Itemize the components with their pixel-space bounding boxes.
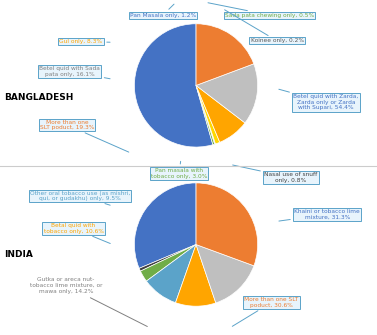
Text: Khaini or tobacco lime
mixture, 31.3%: Khaini or tobacco lime mixture, 31.3% <box>279 209 360 221</box>
Text: Sada pata chewing only, 0.5%: Sada pata chewing only, 0.5% <box>208 3 314 17</box>
Text: Betel quid with Zarda,
Zarda only or Zarda
with Supari, 54.4%: Betel quid with Zarda, Zarda only or Zar… <box>279 89 359 111</box>
Wedge shape <box>196 85 216 144</box>
Text: Koinee only, 0.2%: Koinee only, 0.2% <box>225 10 303 43</box>
Text: Betel quid with Sada
pata only, 16.1%: Betel quid with Sada pata only, 16.1% <box>39 66 110 79</box>
Wedge shape <box>139 245 196 271</box>
Text: More than one
SLT poduct, 19.3%: More than one SLT poduct, 19.3% <box>40 120 129 152</box>
Text: Pan Masala only, 1.2%: Pan Masala only, 1.2% <box>130 4 196 17</box>
Wedge shape <box>134 24 213 147</box>
Text: Nasal use of snuff
only, 0.8%: Nasal use of snuff only, 0.8% <box>233 165 318 183</box>
Text: Pan masala with
tobacco only, 3.0%: Pan masala with tobacco only, 3.0% <box>151 161 207 179</box>
Text: Gutka or areca nut-
tobacco lime mixture, or
mawa only, 14.2%: Gutka or areca nut- tobacco lime mixture… <box>30 277 147 327</box>
Wedge shape <box>196 85 245 142</box>
Wedge shape <box>196 245 254 303</box>
Wedge shape <box>134 183 196 268</box>
Wedge shape <box>196 64 258 123</box>
Wedge shape <box>196 85 215 145</box>
Text: More than one SLT
poduct, 30.6%: More than one SLT poduct, 30.6% <box>232 297 299 326</box>
Wedge shape <box>176 245 216 306</box>
Text: BANGLADESH: BANGLADESH <box>4 93 73 102</box>
Wedge shape <box>196 24 254 85</box>
Wedge shape <box>146 245 196 303</box>
Wedge shape <box>140 245 196 281</box>
Text: INDIA: INDIA <box>4 250 33 259</box>
Text: Other oral tobacco use (as mishri,
qui, or gudakhu) only, 9.5%: Other oral tobacco use (as mishri, qui, … <box>30 191 130 205</box>
Text: Betal quid with
tobacco only, 10.6%: Betal quid with tobacco only, 10.6% <box>43 223 110 244</box>
Wedge shape <box>196 183 258 266</box>
Text: Gul only, 8.3%: Gul only, 8.3% <box>60 39 110 44</box>
Wedge shape <box>196 85 220 144</box>
